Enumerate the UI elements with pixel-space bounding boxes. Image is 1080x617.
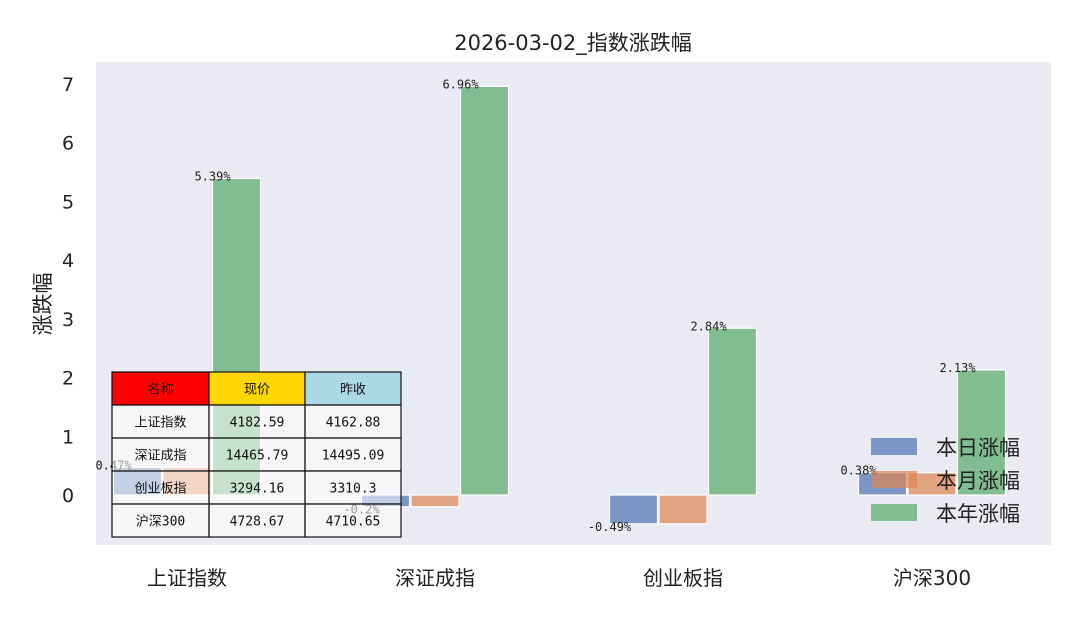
table-cell	[208, 503, 306, 538]
data-label: 2.13%	[939, 361, 976, 375]
data-label: 2.84%	[690, 319, 727, 333]
table-value: 4710.65	[326, 515, 381, 530]
legend-label: 本日涨幅	[936, 436, 1020, 460]
table-cell	[304, 503, 402, 538]
bar-本年涨幅-深证成指	[459, 85, 510, 496]
table-cell	[304, 437, 402, 472]
chart-title: 2026-03-02_指数涨跌幅	[454, 31, 692, 56]
table-cell	[111, 503, 210, 538]
y-tick-label: 3	[62, 309, 74, 331]
y-tick-label: 2	[62, 368, 74, 390]
table-header: 名称	[147, 382, 173, 398]
table-value: 上证指数	[134, 416, 186, 431]
table-cell	[208, 404, 306, 439]
table-value: 14495.09	[322, 449, 385, 464]
table-value: 4728.67	[230, 515, 285, 530]
table-value: 4182.59	[230, 416, 285, 431]
table-cell	[111, 437, 210, 472]
table-value: 沪深300	[136, 514, 185, 530]
table-value: 3310.3	[330, 482, 377, 497]
y-axis-ticks: 0 1 2 3 4 5 6 7	[62, 74, 74, 507]
bar-本年涨幅-沪深300	[956, 369, 1007, 496]
y-tick-label: 6	[62, 133, 74, 155]
bar-本年涨幅-创业板指	[707, 327, 758, 496]
table-header: 昨收	[340, 383, 366, 398]
legend-swatch	[871, 438, 917, 455]
table-cell	[304, 404, 402, 439]
table-value: 4162.88	[326, 416, 381, 431]
y-tick-label: 5	[62, 191, 74, 213]
x-tick-label: 上证指数	[147, 566, 227, 590]
table-header: 现价	[244, 383, 270, 398]
y-tick-label: 4	[62, 250, 74, 272]
table-value: 深证成指	[134, 449, 186, 464]
table-cell	[208, 470, 306, 505]
legend-label: 本月涨幅	[936, 469, 1020, 493]
bar-本月涨幅-深证成指	[410, 494, 460, 508]
table-value: 创业板指	[134, 482, 186, 497]
table-cell	[304, 371, 402, 406]
data-label: 0.38%	[840, 464, 877, 478]
data-label: 5.39%	[194, 170, 231, 184]
legend-swatch	[871, 504, 917, 521]
data-label: -0.49%	[588, 520, 632, 534]
x-tick-label: 深证成指	[395, 566, 475, 590]
legend-label: 本年涨幅	[936, 502, 1020, 526]
data-label: 6.96%	[442, 77, 479, 91]
y-tick-label: 0	[62, 485, 74, 507]
bar-本日涨幅-创业板指	[608, 494, 659, 525]
x-axis-ticks: 上证指数 深证成指 创业板指 沪深300	[147, 566, 971, 590]
y-tick-label: 1	[62, 426, 74, 448]
table-value: 14465.79	[226, 449, 289, 464]
legend-swatch	[871, 471, 917, 488]
y-axis-label: 涨跌幅	[31, 273, 55, 336]
table-cell	[111, 371, 210, 406]
table-value: 3294.16	[230, 482, 285, 497]
x-tick-label: 沪深300	[893, 566, 971, 590]
bar-本月涨幅-创业板指	[658, 494, 708, 525]
y-tick-label: 7	[62, 74, 74, 96]
table-cell	[304, 470, 402, 505]
x-tick-label: 创业板指	[643, 566, 723, 590]
